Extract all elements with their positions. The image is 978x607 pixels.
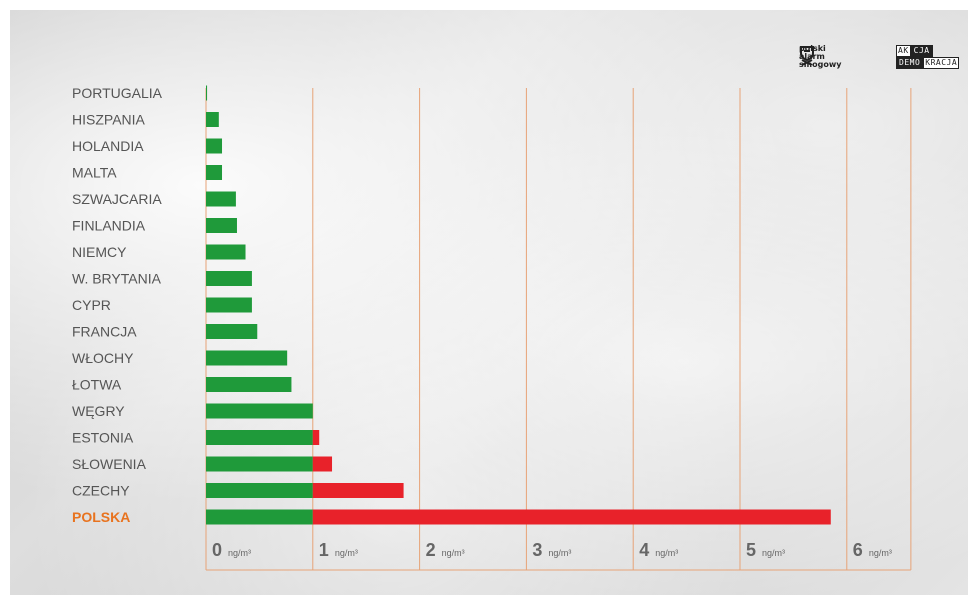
x-tick-label-4: 4 ng/m³	[639, 540, 678, 560]
bar-green-10	[206, 350, 288, 366]
category-label-0: PORTUGALIA	[72, 85, 163, 101]
category-label-3: MALTA	[72, 165, 117, 181]
bar-red-15	[312, 483, 404, 498]
x-tick-label-3: 3 ng/m³	[532, 540, 571, 560]
category-label-2: HOLANDIA	[72, 138, 144, 154]
chart-stage: 0 ng/m³ 1 ng/m³ 2 ng/m³ 3 ng/m³ 4 ng/m³ 5 ng/m³ 6 ng/…	[10, 10, 968, 595]
x-tick-label-1: 1 ng/m³	[319, 540, 358, 560]
bar-green-8	[206, 297, 252, 313]
bar-green-11	[206, 377, 292, 392]
logo-line-3: smogowy	[799, 60, 842, 69]
category-label-5: FINLANDIA	[72, 218, 146, 234]
bar-green-7	[206, 271, 252, 286]
x-tick-label-5: 5 ng/m³	[746, 540, 785, 560]
bar-red-16	[312, 509, 831, 525]
category-label-4: SZWAJCARIA	[72, 191, 162, 207]
logo-kracja: KRACJA	[923, 57, 960, 69]
bar-green-15	[206, 483, 313, 498]
category-label-1: HISZPANIA	[72, 112, 146, 128]
bar-green-0	[206, 85, 208, 101]
bar-green-16	[206, 509, 313, 525]
x-tick-label-2: 2 ng/m³	[426, 540, 465, 560]
bar-green-4	[206, 191, 236, 207]
category-label-7: W. BRYTANIA	[72, 271, 162, 287]
logo-cja: CJA	[910, 45, 933, 57]
bar-green-12	[206, 403, 313, 419]
x-tick-label-0: 0 ng/m³	[212, 540, 251, 560]
category-label-16: POLSKA	[72, 509, 130, 525]
logo-ak: AK	[896, 45, 911, 57]
bar-green-5	[206, 218, 237, 233]
category-label-6: NIEMCY	[72, 244, 127, 260]
shield-icon	[800, 46, 814, 65]
bar-green-14	[206, 456, 313, 472]
category-label-12: WĘGRY	[72, 403, 125, 419]
logo-demo: DEMO	[896, 57, 924, 69]
bar-green-6	[206, 244, 246, 260]
bar-green-3	[206, 165, 223, 180]
bar-red-13	[312, 430, 320, 445]
category-label-10: WŁOCHY	[72, 350, 134, 366]
bar-red-14	[312, 456, 333, 472]
polski-alarm-smogowy-logo: polski alarm smogowy	[799, 45, 841, 69]
category-label-11: ŁOTWA	[72, 377, 122, 393]
bar-chart: 0 ng/m³ 1 ng/m³ 2 ng/m³ 3 ng/m³ 4 ng/m³ 5 ng/m³ 6 ng/…	[72, 85, 912, 571]
category-label-14: SŁOWENIA	[72, 456, 147, 472]
category-label-15: CZECHY	[72, 483, 130, 499]
bar-green-13	[206, 430, 313, 445]
akcja-demokracja-logo: AK CJA DEMO KRACJA	[896, 45, 960, 69]
bar-green-2	[206, 138, 223, 154]
bar-green-9	[206, 324, 258, 339]
x-tick-label-6: 6 ng/m³	[853, 540, 892, 560]
category-label-13: ESTONIA	[72, 430, 134, 446]
bar-green-1	[206, 112, 219, 127]
category-label-8: CYPR	[72, 297, 111, 313]
category-label-9: FRANCJA	[72, 324, 137, 340]
